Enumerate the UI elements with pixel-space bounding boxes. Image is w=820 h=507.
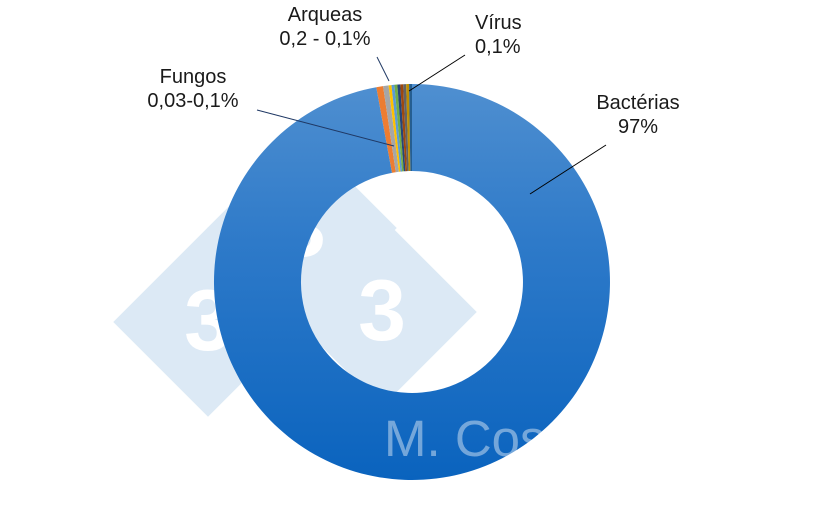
svg-text:M. Costa: M. Costa <box>384 410 589 467</box>
